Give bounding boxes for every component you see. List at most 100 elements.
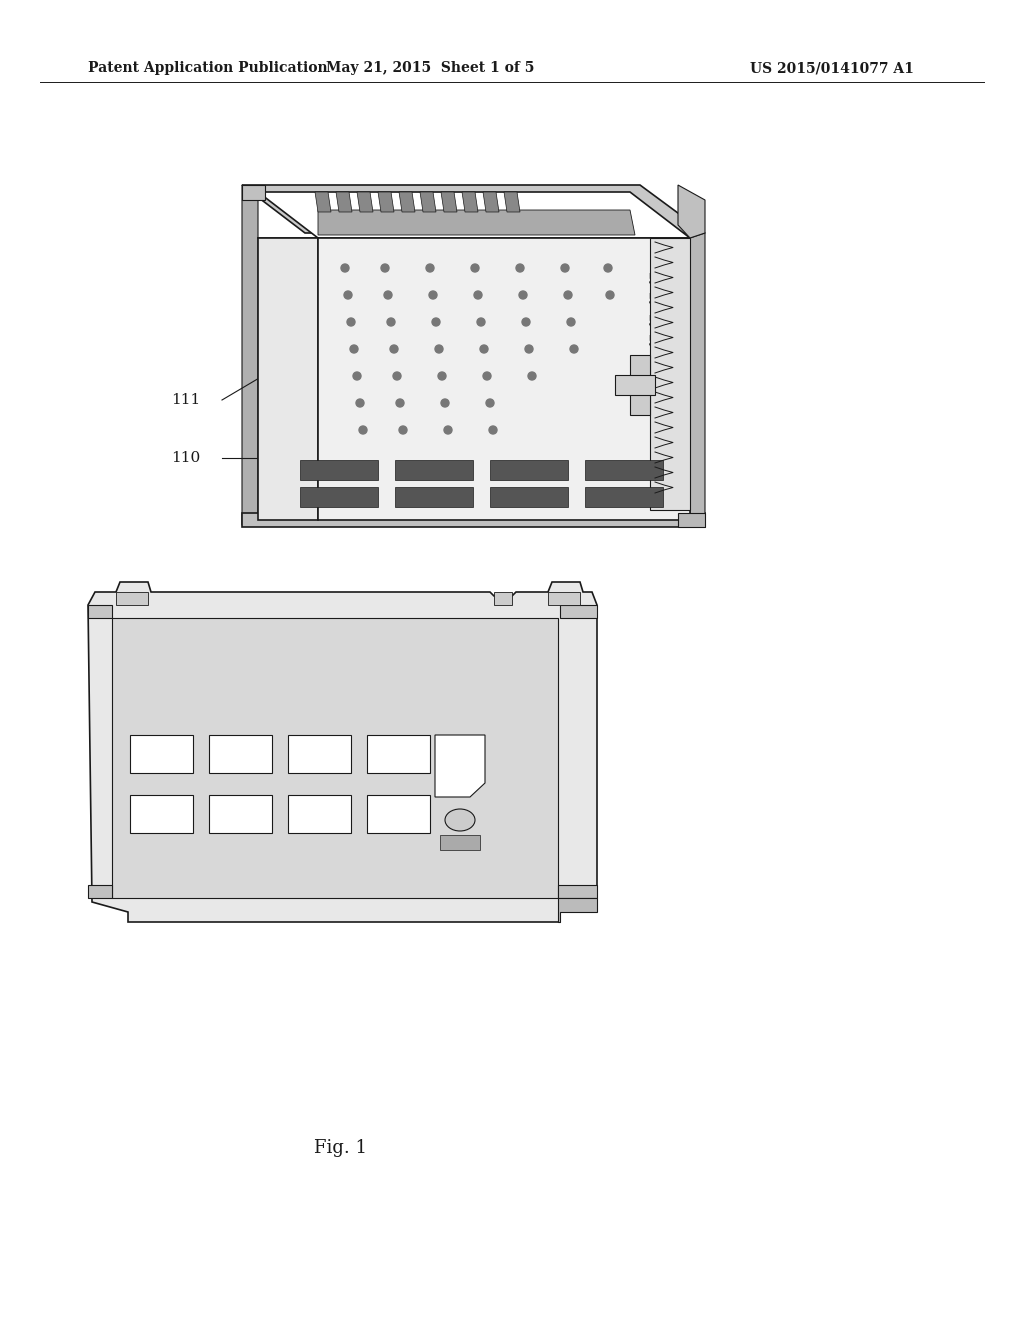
Polygon shape: [288, 735, 351, 774]
Polygon shape: [88, 582, 597, 921]
Circle shape: [516, 264, 524, 272]
Circle shape: [435, 345, 443, 352]
Circle shape: [444, 426, 452, 434]
Polygon shape: [548, 591, 580, 605]
Polygon shape: [650, 238, 690, 510]
Text: 5214: 5214: [648, 335, 687, 348]
Circle shape: [359, 426, 367, 434]
Circle shape: [432, 318, 440, 326]
Circle shape: [384, 290, 392, 300]
Polygon shape: [558, 884, 597, 898]
Circle shape: [381, 264, 389, 272]
Circle shape: [480, 345, 488, 352]
Text: 110: 110: [171, 451, 200, 465]
Circle shape: [353, 372, 361, 380]
Polygon shape: [490, 487, 568, 507]
Polygon shape: [462, 191, 478, 213]
Circle shape: [344, 290, 352, 300]
Circle shape: [396, 399, 404, 407]
Circle shape: [438, 372, 446, 380]
Circle shape: [604, 264, 612, 272]
Polygon shape: [116, 591, 148, 605]
Polygon shape: [300, 487, 378, 507]
Polygon shape: [318, 238, 690, 520]
Circle shape: [390, 345, 398, 352]
Circle shape: [347, 318, 355, 326]
Polygon shape: [367, 795, 430, 833]
Circle shape: [474, 290, 482, 300]
Ellipse shape: [445, 809, 475, 832]
Polygon shape: [88, 605, 112, 618]
Text: 530: 530: [648, 293, 677, 308]
Circle shape: [426, 264, 434, 272]
Circle shape: [522, 318, 530, 326]
Polygon shape: [420, 191, 436, 213]
Polygon shape: [678, 513, 705, 527]
Text: 5213: 5213: [648, 355, 687, 370]
Circle shape: [356, 399, 364, 407]
Polygon shape: [130, 735, 193, 774]
Polygon shape: [258, 191, 690, 238]
Polygon shape: [318, 210, 635, 235]
Polygon shape: [678, 185, 705, 238]
Circle shape: [561, 264, 569, 272]
Polygon shape: [585, 459, 663, 480]
Text: Fig. 1: Fig. 1: [313, 1139, 367, 1158]
Circle shape: [570, 345, 578, 352]
Polygon shape: [690, 234, 705, 527]
Circle shape: [441, 399, 449, 407]
Polygon shape: [88, 884, 112, 898]
Polygon shape: [558, 898, 597, 921]
Circle shape: [393, 372, 401, 380]
Polygon shape: [242, 185, 258, 525]
Circle shape: [489, 426, 497, 434]
Circle shape: [429, 290, 437, 300]
Circle shape: [483, 372, 490, 380]
Polygon shape: [490, 459, 568, 480]
Text: 120: 120: [498, 755, 527, 770]
Polygon shape: [378, 191, 394, 213]
Circle shape: [399, 426, 407, 434]
Text: 111: 111: [171, 393, 200, 407]
Circle shape: [564, 290, 572, 300]
Circle shape: [567, 318, 575, 326]
Polygon shape: [209, 735, 272, 774]
Text: 510: 510: [648, 395, 677, 409]
Polygon shape: [288, 795, 351, 833]
Text: 5212: 5212: [648, 375, 687, 389]
Polygon shape: [483, 191, 499, 213]
Polygon shape: [630, 355, 650, 414]
Polygon shape: [585, 487, 663, 507]
Polygon shape: [367, 735, 430, 774]
Polygon shape: [315, 191, 331, 213]
Polygon shape: [242, 185, 265, 201]
Polygon shape: [395, 459, 473, 480]
Text: US 2015/0141077 A1: US 2015/0141077 A1: [750, 61, 913, 75]
Polygon shape: [494, 591, 512, 605]
Polygon shape: [504, 191, 520, 213]
Text: Patent Application Publication: Patent Application Publication: [88, 61, 328, 75]
Polygon shape: [258, 238, 318, 520]
Polygon shape: [242, 513, 705, 527]
Polygon shape: [357, 191, 373, 213]
Circle shape: [525, 345, 534, 352]
Circle shape: [477, 318, 485, 326]
Polygon shape: [300, 459, 378, 480]
Polygon shape: [112, 618, 558, 898]
Circle shape: [387, 318, 395, 326]
Circle shape: [486, 399, 494, 407]
Text: 521: 521: [648, 315, 677, 329]
Circle shape: [606, 290, 614, 300]
Circle shape: [471, 264, 479, 272]
Circle shape: [350, 345, 358, 352]
Polygon shape: [242, 185, 705, 234]
Text: 522: 522: [648, 273, 677, 286]
Polygon shape: [440, 836, 480, 850]
Polygon shape: [435, 735, 485, 797]
Polygon shape: [399, 191, 415, 213]
Polygon shape: [615, 375, 655, 395]
Polygon shape: [395, 487, 473, 507]
Polygon shape: [441, 191, 457, 213]
Polygon shape: [560, 605, 597, 618]
Polygon shape: [209, 795, 272, 833]
